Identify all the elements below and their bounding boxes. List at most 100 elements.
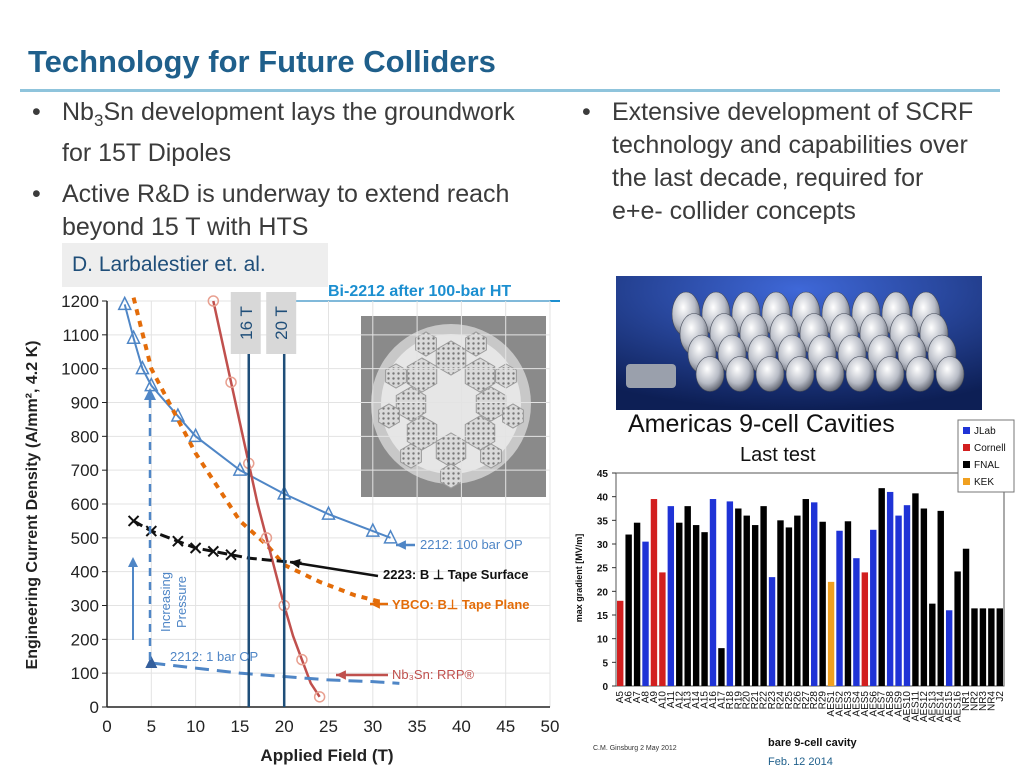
bullet-dot: • bbox=[582, 98, 591, 126]
series-2212-100bar-point bbox=[232, 461, 248, 476]
bar bbox=[768, 577, 776, 686]
bar bbox=[777, 520, 784, 686]
series-label-arrowhead bbox=[370, 599, 380, 609]
field-marker-label: 16 T bbox=[237, 306, 256, 340]
bar-legend-label: KEK bbox=[974, 477, 994, 488]
series-2212-100bar-point bbox=[170, 407, 186, 422]
field-marker-box bbox=[230, 292, 261, 354]
bar bbox=[709, 499, 717, 686]
bar-legend-swatch bbox=[963, 427, 970, 434]
bullet-dot: • bbox=[32, 180, 41, 208]
bar bbox=[979, 608, 987, 686]
bar-category-label: A6 bbox=[624, 691, 635, 704]
bar-category-label: AES4 bbox=[851, 691, 862, 717]
bar-category-label: R23 bbox=[767, 691, 778, 710]
bar-category-label: AES10 bbox=[902, 691, 913, 723]
bar-y-tick-label: 20 bbox=[597, 587, 609, 598]
x-tick-label: 45 bbox=[496, 717, 515, 736]
series-2223-point bbox=[127, 515, 140, 527]
bar-category-label: R19 bbox=[733, 691, 744, 710]
series-2212-100bar-line bbox=[123, 304, 391, 539]
series-nb3sn-line bbox=[212, 300, 321, 698]
bar-category-label: A12 bbox=[674, 691, 685, 709]
bar-category-label: AES6 bbox=[868, 691, 879, 717]
bar-chart-subtitle: Last test bbox=[740, 444, 816, 466]
bar-legend-label: JLab bbox=[974, 426, 996, 437]
bar-category-label: AES9 bbox=[894, 691, 905, 717]
cavity-cell bbox=[845, 356, 875, 392]
series-2223-point bbox=[145, 525, 158, 537]
series-2212-100bar-point bbox=[383, 529, 398, 544]
series-2212-100bar-point bbox=[126, 329, 141, 344]
bar-category-label: AES2 bbox=[835, 691, 846, 717]
bar bbox=[718, 648, 725, 686]
bar-x-axis-label: bare 9-cell cavity bbox=[768, 737, 857, 749]
series-label: 2212: 1 bar OP bbox=[170, 649, 258, 664]
filament-bundle bbox=[406, 357, 438, 393]
bar bbox=[667, 506, 675, 686]
bar-category-label: AES11 bbox=[910, 691, 921, 722]
bar bbox=[684, 506, 691, 686]
cavity-cell bbox=[785, 356, 815, 392]
bar bbox=[642, 541, 649, 686]
y-tick-label: 400 bbox=[71, 563, 99, 582]
y-tick-label: 500 bbox=[71, 529, 99, 548]
bar-category-label: R20 bbox=[742, 691, 753, 710]
series-label-arrowhead bbox=[396, 540, 406, 550]
filament-bundle-outer bbox=[400, 443, 422, 469]
bar-category-label: A7 bbox=[632, 691, 643, 704]
field-marker-label: 20 T bbox=[272, 306, 291, 340]
bullet-text-sub: 3 bbox=[93, 111, 104, 130]
bar bbox=[743, 515, 750, 686]
series-ybco-line bbox=[131, 297, 383, 605]
series-2223-point bbox=[225, 549, 237, 561]
series-label-arrowhead bbox=[336, 670, 346, 680]
bar-category-label: NR3 bbox=[978, 691, 989, 711]
bar bbox=[827, 581, 835, 686]
left-bullet-list: • Nb3Sn development lays the groundwork f… bbox=[28, 96, 548, 252]
bar-y-tick-label: 25 bbox=[597, 564, 609, 575]
cavity-cell bbox=[905, 356, 935, 392]
series-nb3sn-point bbox=[225, 376, 237, 388]
series-2212-100bar-point bbox=[135, 359, 150, 375]
cavity-photo bbox=[616, 276, 982, 410]
y-tick-label: 200 bbox=[71, 630, 99, 649]
filament-bundle-outer bbox=[465, 331, 487, 357]
bar bbox=[996, 608, 1003, 686]
bar-y-tick-label: 40 bbox=[597, 493, 609, 504]
bar-legend-label: FNAL bbox=[974, 460, 1000, 471]
series-nb3sn-point bbox=[207, 295, 220, 307]
series-2212-1bar-point bbox=[145, 656, 158, 669]
series-2223-point bbox=[172, 535, 184, 547]
bar bbox=[895, 515, 902, 686]
bar bbox=[945, 610, 953, 686]
bar-category-label: A9 bbox=[649, 691, 660, 704]
bar-plot-area bbox=[615, 472, 1005, 687]
bar-category-label: R29 bbox=[818, 691, 829, 710]
x-tick-label: 15 bbox=[230, 717, 249, 736]
bar-category-label: A17 bbox=[716, 691, 727, 709]
series-label: 2212: 100 bar OP bbox=[420, 537, 523, 552]
y-tick-label: 1100 bbox=[62, 326, 99, 345]
series-2212-100bar-point bbox=[276, 485, 292, 500]
series-2223-point bbox=[189, 542, 202, 554]
bar bbox=[659, 572, 666, 686]
bar bbox=[760, 506, 767, 686]
bullet-item: • Extensive development of SCRF technolog… bbox=[578, 96, 978, 228]
bullet-text-pre: Nb bbox=[62, 98, 94, 126]
bar-chart-credit: C.M. Ginsburg 2 May 2012 bbox=[593, 745, 677, 752]
bar bbox=[676, 522, 683, 686]
series-2212-100bar-point bbox=[188, 427, 203, 443]
series-2212-100bar-point bbox=[321, 505, 336, 520]
y-tick-label: 1200 bbox=[61, 292, 99, 311]
series-2212-100bar-point bbox=[365, 522, 381, 537]
bar bbox=[912, 493, 919, 686]
filament-bundle bbox=[464, 357, 496, 393]
bar-y-tick-label: 0 bbox=[602, 682, 608, 693]
series-label: Nb₃Sn: RRP® bbox=[392, 667, 474, 682]
bar-legend-swatch bbox=[963, 478, 970, 485]
y-tick-label: 900 bbox=[71, 394, 99, 413]
bar-category-label: R18 bbox=[725, 691, 736, 710]
bar bbox=[650, 499, 658, 686]
bar bbox=[794, 515, 801, 686]
